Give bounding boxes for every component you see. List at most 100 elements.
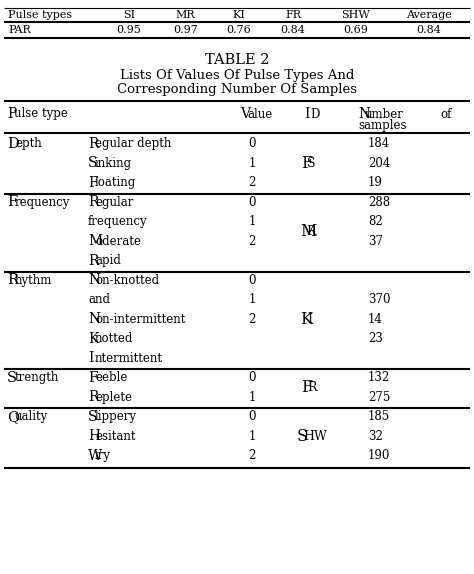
Text: 190: 190 [368, 449, 391, 462]
Text: 204: 204 [368, 157, 391, 170]
Text: 370: 370 [368, 293, 391, 306]
Text: M: M [300, 223, 316, 240]
Text: inking: inking [95, 157, 132, 170]
Text: on-intermittent: on-intermittent [95, 313, 185, 325]
Text: F: F [88, 176, 98, 190]
Text: H: H [88, 429, 100, 443]
Text: 0.84: 0.84 [281, 25, 305, 35]
Text: PAR: PAR [8, 25, 31, 35]
Text: frequency: frequency [88, 215, 147, 228]
Text: FR: FR [285, 10, 301, 20]
Text: SI: SI [123, 10, 135, 20]
Text: 37: 37 [368, 235, 383, 248]
Text: 185: 185 [368, 410, 390, 423]
Text: egular: egular [95, 196, 133, 209]
Text: 1: 1 [248, 391, 255, 404]
Text: I: I [88, 351, 93, 365]
Text: 0: 0 [248, 196, 256, 209]
Text: S: S [88, 156, 98, 170]
Text: 2: 2 [248, 449, 255, 462]
Text: alue: alue [247, 107, 272, 121]
Text: D: D [7, 137, 19, 151]
Text: R: R [88, 254, 99, 267]
Text: S: S [88, 410, 98, 424]
Text: eeble: eeble [95, 371, 128, 384]
Text: N: N [88, 312, 100, 326]
Text: 0: 0 [248, 274, 256, 287]
Text: 1: 1 [248, 157, 255, 170]
Text: Lists Of Values Of Pulse Types And: Lists Of Values Of Pulse Types And [120, 69, 354, 83]
Text: TABLE 2: TABLE 2 [205, 53, 269, 67]
Text: eplete: eplete [95, 391, 132, 404]
Text: 0.95: 0.95 [117, 25, 141, 35]
Text: S: S [307, 157, 316, 170]
Text: 288: 288 [368, 196, 390, 209]
Text: esitant: esitant [95, 430, 136, 443]
Text: R: R [88, 137, 99, 151]
Text: 0.76: 0.76 [226, 25, 251, 35]
Text: 132: 132 [368, 371, 390, 384]
Text: uality: uality [15, 410, 48, 423]
Text: ulse type: ulse type [14, 107, 68, 121]
Text: KI: KI [232, 10, 245, 20]
Text: 1: 1 [248, 293, 255, 306]
Text: 275: 275 [368, 391, 391, 404]
Text: V: V [240, 107, 250, 121]
Text: M: M [88, 234, 102, 248]
Text: epth: epth [15, 137, 42, 150]
Text: 2: 2 [248, 176, 255, 189]
Text: Pulse types: Pulse types [8, 10, 72, 20]
Text: hythm: hythm [15, 274, 52, 287]
Text: iry: iry [95, 449, 111, 462]
Text: apid: apid [95, 254, 121, 267]
Text: 0.84: 0.84 [417, 25, 441, 35]
Text: 14: 14 [368, 313, 383, 325]
Text: F: F [88, 371, 98, 385]
Text: R: R [306, 225, 316, 238]
Text: Average: Average [406, 10, 452, 20]
Text: 1: 1 [248, 430, 255, 443]
Text: I: I [307, 313, 312, 325]
Text: K: K [88, 332, 99, 346]
Text: I: I [304, 107, 310, 121]
Text: ntermittent: ntermittent [95, 352, 163, 364]
Text: HW: HW [303, 430, 327, 443]
Text: S: S [7, 371, 17, 385]
Text: R: R [88, 195, 99, 210]
Text: P: P [7, 107, 16, 121]
Text: MR: MR [176, 10, 195, 20]
Text: F: F [301, 155, 312, 172]
Text: 184: 184 [368, 137, 390, 150]
Text: 2: 2 [248, 313, 255, 325]
Text: loating: loating [95, 176, 136, 189]
Text: Q: Q [7, 410, 19, 424]
Text: 19: 19 [368, 176, 383, 189]
Text: on-knotted: on-knotted [95, 274, 159, 287]
Text: 0.69: 0.69 [344, 25, 368, 35]
Text: 1: 1 [248, 215, 255, 228]
Text: 0: 0 [248, 137, 256, 150]
Text: F: F [7, 195, 17, 210]
Text: 0: 0 [248, 371, 256, 384]
Text: notted: notted [95, 332, 133, 345]
Text: oderate: oderate [95, 235, 141, 248]
Text: D: D [310, 107, 319, 121]
Text: samples: samples [358, 119, 407, 133]
Text: 0: 0 [248, 410, 256, 423]
Text: S: S [297, 428, 308, 445]
Text: R: R [307, 381, 317, 394]
Text: N: N [88, 273, 100, 287]
Text: requency: requency [15, 196, 70, 209]
Text: umber: umber [365, 107, 404, 121]
Text: K: K [301, 311, 312, 328]
Text: trength: trength [15, 371, 59, 384]
Text: lippery: lippery [95, 410, 137, 423]
Text: and: and [88, 293, 110, 306]
Text: SHW: SHW [342, 10, 370, 20]
Text: 2: 2 [248, 235, 255, 248]
Text: 0.97: 0.97 [173, 25, 198, 35]
Text: W: W [88, 449, 102, 463]
Text: 32: 32 [368, 430, 383, 443]
Text: R: R [7, 273, 18, 287]
Text: Corresponding Number Of Samples: Corresponding Number Of Samples [117, 83, 357, 96]
